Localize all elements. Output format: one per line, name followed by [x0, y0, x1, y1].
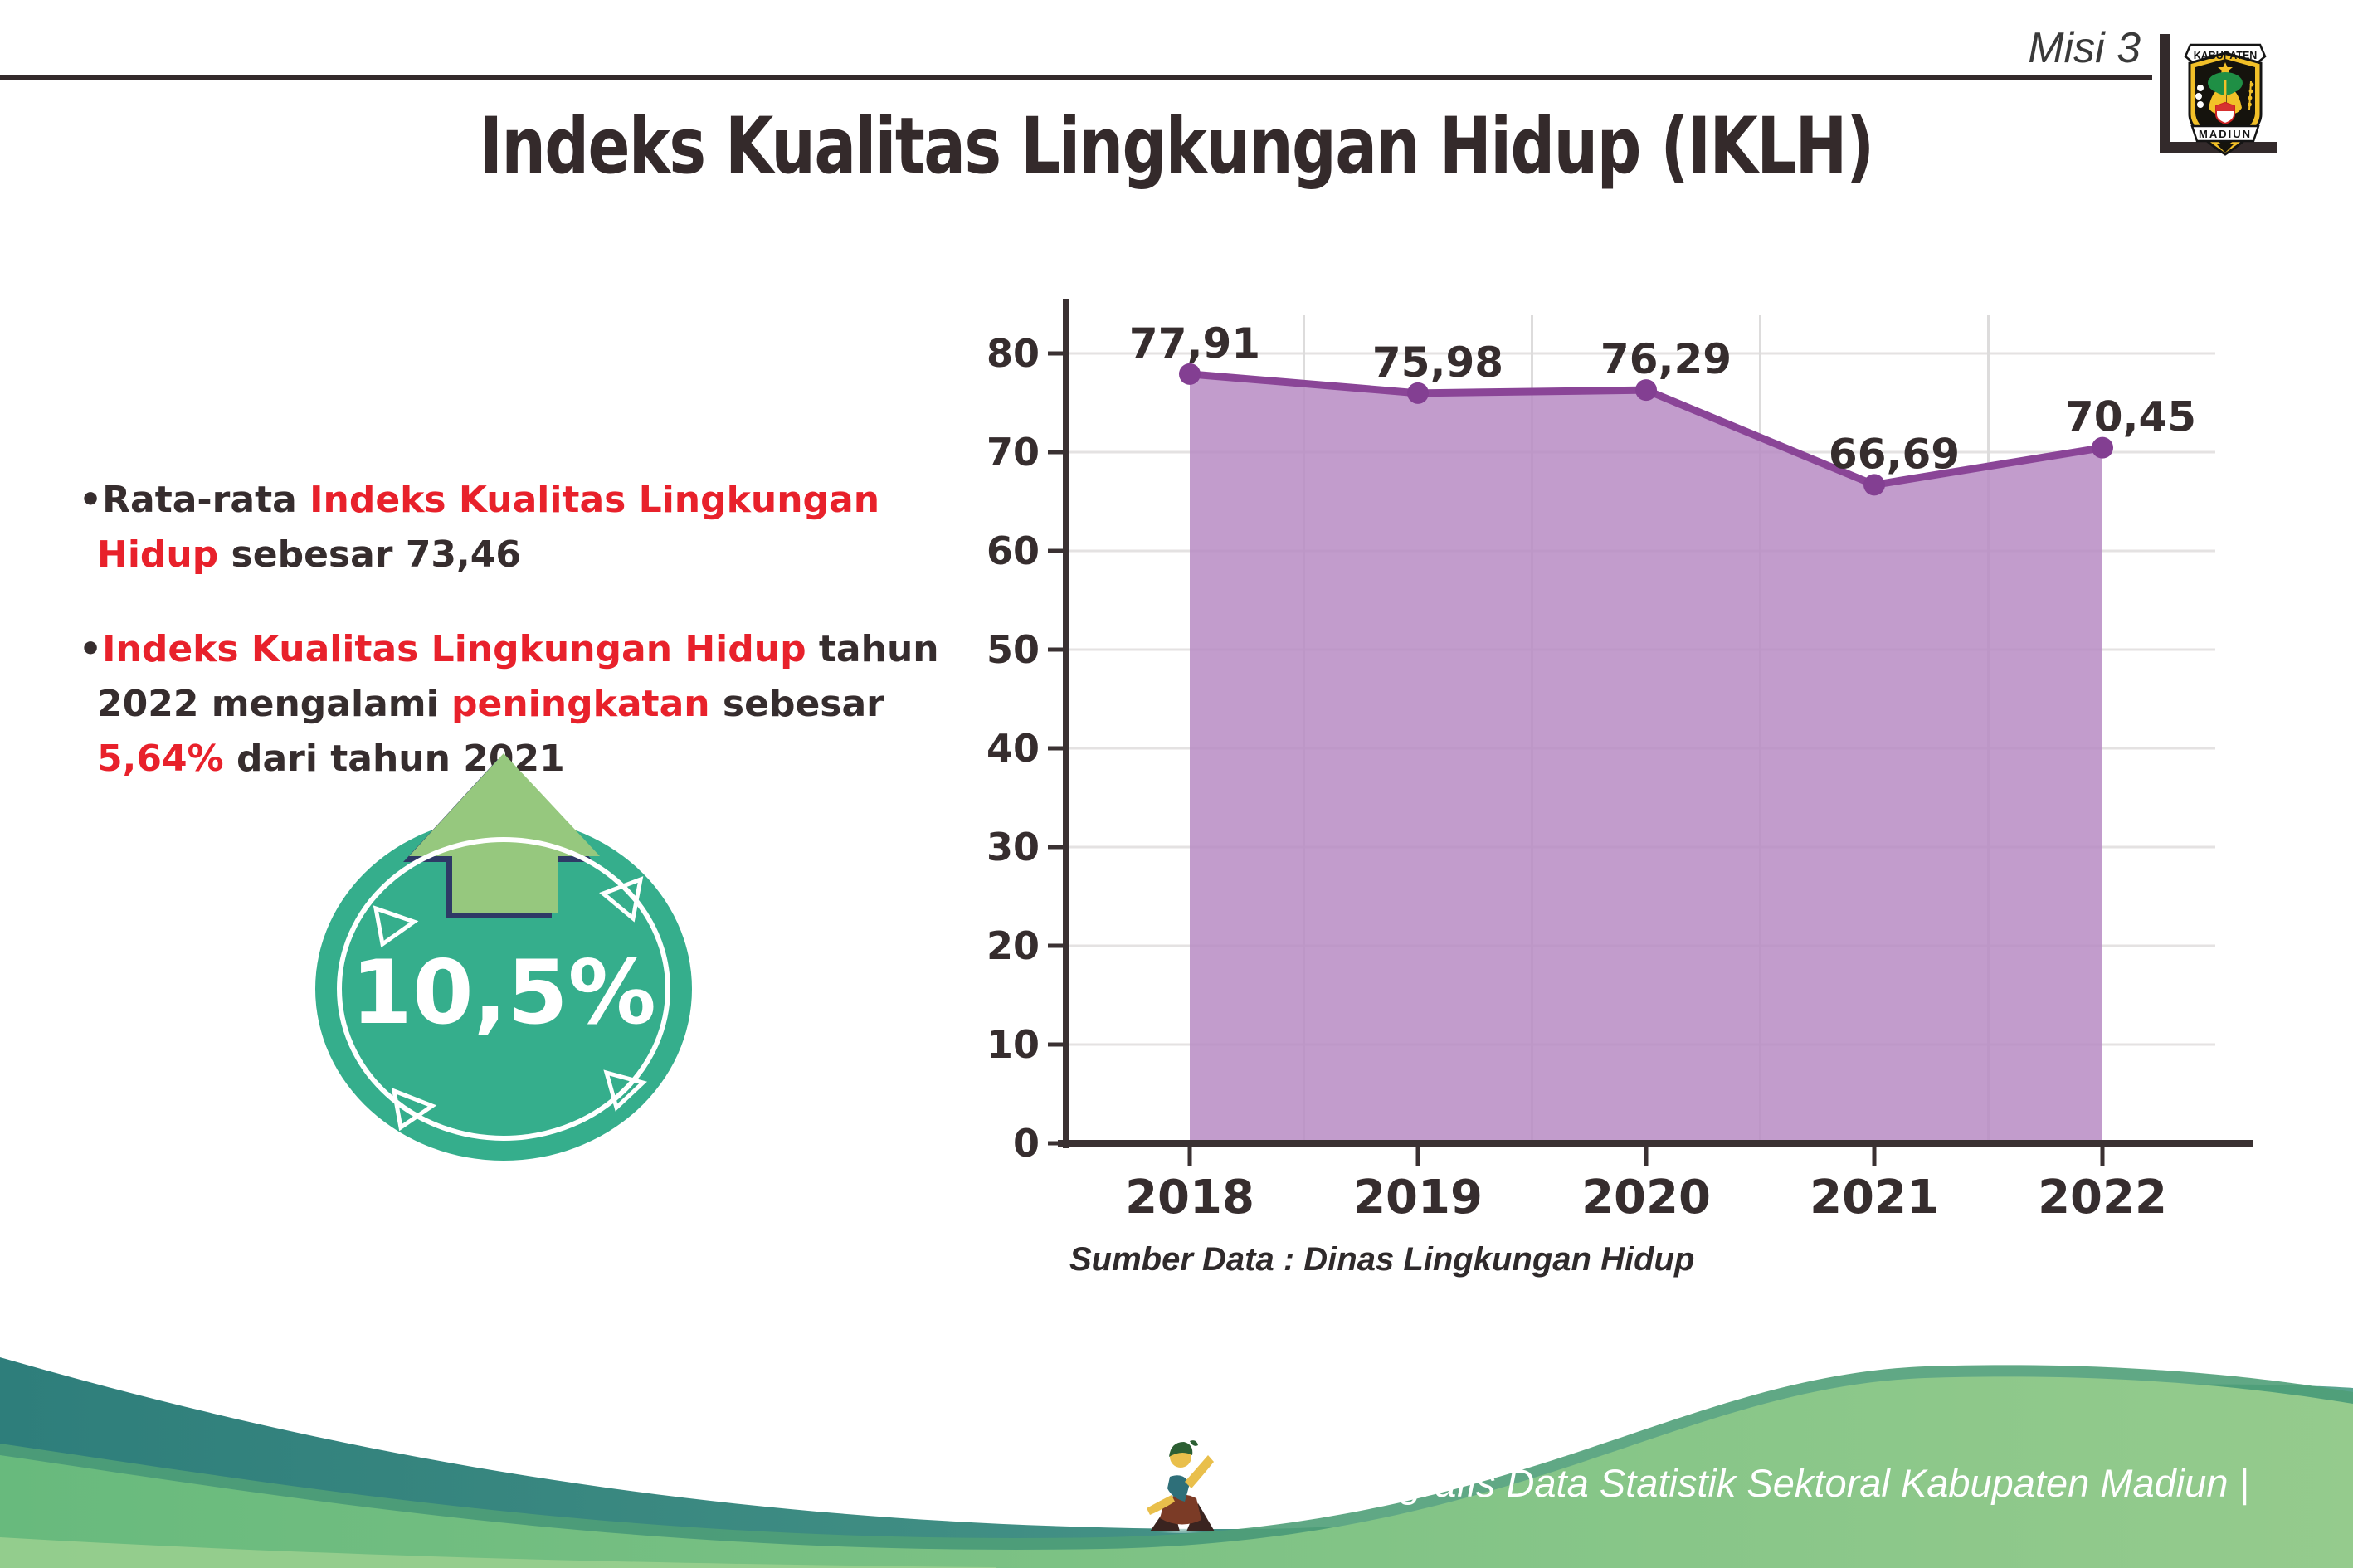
footer-green-wave	[0, 1376, 2353, 1568]
bullet-dot: •	[79, 479, 103, 521]
source-note: Sumber Data : Dinas Lingkungan Hidup	[1069, 1241, 1695, 1278]
y-tick-label: 30	[987, 825, 1040, 869]
y-tick-label: 40	[987, 726, 1040, 771]
iklh-area-chart: 0 10 20 30 40 50 60 70 80 2018 2019 2020 2021 2022 77,…	[979, 290, 2273, 1253]
body-text: sebesar	[709, 683, 884, 725]
page-title: Indeks Kualitas Lingkungan Hidup (IKLH)	[480, 101, 1874, 192]
y-tick-label: 60	[987, 528, 1040, 573]
highlight-text: Indeks Kualitas Lingkungan Hidup	[97, 479, 880, 576]
badge-inner-ring	[337, 837, 670, 1141]
body-text: tahun 2022 mengalami	[97, 628, 939, 725]
logo-top-text: KABUPATEN	[2194, 50, 2258, 61]
data-point	[2092, 436, 2113, 459]
misi-label: Misi 3	[2028, 24, 2141, 72]
y-tick-label: 10	[987, 1022, 1040, 1067]
data-point	[1863, 474, 1885, 496]
badge-tick-br	[603, 1069, 647, 1112]
x-tick-label: 2021	[1810, 1171, 1939, 1225]
y-tick-label: 70	[987, 430, 1040, 475]
data-point	[1635, 379, 1657, 402]
badge-tick-tl	[373, 905, 419, 948]
mascot-icon	[1142, 1434, 1220, 1533]
y-axis-spine	[1063, 299, 1069, 1148]
x-tick-label: 2018	[1125, 1171, 1254, 1225]
bullet-item: •Rata-rata Indeks Kualitas Lingkungan Hi…	[79, 473, 971, 582]
x-tick-label: 2020	[1581, 1171, 1711, 1225]
y-tick-label: 50	[987, 627, 1040, 672]
key-findings-list: •Rata-rata Indeks Kualitas Lingkungan Hi…	[79, 473, 971, 826]
x-axis-line	[1058, 1140, 2253, 1147]
increase-badge: 10,5%	[311, 743, 701, 1174]
x-tick-label: 2019	[1353, 1171, 1483, 1225]
body-text: Rata-rata	[102, 479, 310, 521]
point-label: 66,69	[1829, 430, 1960, 478]
highlight-text: Indeks Kualitas Lingkungan Hidup	[102, 628, 806, 670]
data-point	[1407, 382, 1429, 404]
header-rule	[0, 75, 2152, 80]
up-arrow-icon	[409, 753, 600, 913]
badge-tick-bl	[391, 1088, 437, 1132]
point-label: 77,91	[1129, 319, 1260, 368]
data-point	[1179, 363, 1201, 385]
page-title-wrap: Indeks Kualitas Lingkungan Hidup (IKLH)	[0, 101, 2353, 192]
y-tick-label: 80	[987, 331, 1040, 376]
bullet-item: •Indeks Kualitas Lingkungan Hidup tahun …	[79, 622, 971, 786]
logo-bracket-vertical	[2160, 34, 2170, 153]
x-tick-label: 2022	[2038, 1171, 2167, 1225]
point-label: 70,45	[2065, 393, 2196, 441]
body-text: sebesar 73,46	[218, 533, 521, 576]
badge-value: 10,5%	[351, 942, 656, 1044]
badge-circle	[315, 817, 692, 1161]
point-label: 75,98	[1372, 338, 1503, 387]
footer-caption: Media Infografis Data Statistik Sektoral…	[1218, 1461, 2249, 1505]
footer-wave	[0, 1357, 2353, 1568]
footer-bottom-strip	[0, 1537, 996, 1568]
kabupaten-madiun-crest-icon: KABUPATEN MADIUN	[2179, 37, 2272, 159]
y-tick-label: 20	[987, 923, 1040, 968]
highlight-text: 5,64%	[97, 738, 224, 780]
y-tick-label: 0	[1013, 1121, 1040, 1166]
area-fill	[1190, 373, 2102, 1144]
badge-tick-tr	[599, 876, 644, 923]
highlight-text: peningkatan	[451, 683, 710, 725]
logo-bottom-text: MADIUN	[2199, 128, 2252, 140]
bullet-dot: •	[79, 628, 103, 670]
point-label: 76,29	[1600, 335, 1732, 383]
